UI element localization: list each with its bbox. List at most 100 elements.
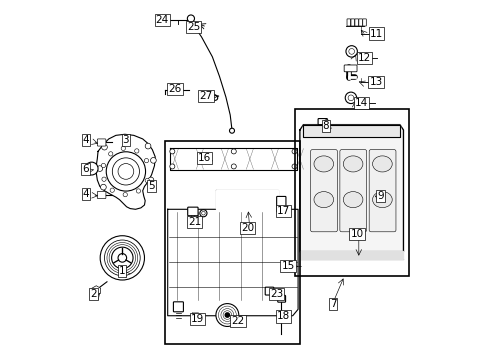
Circle shape [324, 120, 328, 125]
Circle shape [225, 313, 229, 317]
Text: 1: 1 [119, 266, 125, 276]
Text: 25: 25 [187, 22, 200, 32]
Bar [165, 141, 300, 344]
Circle shape [148, 177, 153, 183]
Circle shape [102, 177, 106, 181]
Circle shape [101, 184, 106, 190]
Circle shape [187, 15, 194, 22]
Text: 24: 24 [155, 15, 169, 25]
Text: 5: 5 [148, 181, 155, 192]
FancyBboxPatch shape [276, 197, 285, 212]
Circle shape [118, 253, 126, 262]
FancyBboxPatch shape [317, 118, 326, 125]
Circle shape [231, 149, 236, 154]
Text: 6: 6 [82, 163, 89, 174]
FancyBboxPatch shape [97, 139, 106, 146]
Circle shape [229, 128, 234, 133]
Circle shape [110, 188, 114, 192]
FancyBboxPatch shape [97, 192, 106, 199]
FancyBboxPatch shape [358, 19, 362, 26]
FancyBboxPatch shape [173, 302, 183, 312]
Polygon shape [216, 190, 278, 208]
Text: 19: 19 [190, 314, 203, 324]
Circle shape [101, 163, 105, 168]
FancyBboxPatch shape [187, 207, 198, 216]
Circle shape [108, 152, 113, 156]
Circle shape [291, 164, 296, 169]
Circle shape [106, 152, 145, 191]
FancyBboxPatch shape [339, 150, 366, 232]
Circle shape [218, 306, 236, 324]
FancyBboxPatch shape [310, 150, 337, 232]
Circle shape [118, 163, 134, 179]
Text: 16: 16 [198, 153, 211, 163]
Circle shape [221, 309, 233, 321]
Ellipse shape [372, 192, 391, 208]
Text: 17: 17 [277, 206, 290, 216]
FancyBboxPatch shape [277, 296, 285, 302]
Circle shape [109, 245, 135, 271]
Circle shape [85, 162, 98, 175]
Circle shape [123, 193, 127, 197]
Text: 12: 12 [357, 53, 370, 63]
Text: 3: 3 [122, 135, 129, 145]
Circle shape [212, 95, 217, 100]
Polygon shape [303, 125, 399, 137]
Ellipse shape [313, 192, 333, 208]
Polygon shape [170, 148, 297, 170]
Polygon shape [96, 134, 155, 209]
Circle shape [136, 189, 141, 193]
FancyBboxPatch shape [344, 65, 356, 72]
FancyBboxPatch shape [362, 19, 366, 26]
Circle shape [97, 166, 102, 171]
Circle shape [348, 49, 354, 54]
Text: 2: 2 [90, 289, 97, 299]
Text: 27: 27 [199, 91, 212, 101]
Text: 11: 11 [369, 28, 383, 39]
Text: 26: 26 [168, 84, 181, 94]
Circle shape [231, 164, 236, 169]
Text: 13: 13 [368, 77, 382, 87]
Circle shape [345, 92, 356, 104]
Circle shape [134, 149, 139, 153]
Text: 4: 4 [82, 189, 89, 199]
Circle shape [121, 146, 125, 150]
Circle shape [144, 158, 148, 163]
Circle shape [200, 210, 206, 217]
Text: 4: 4 [82, 135, 89, 145]
Circle shape [169, 149, 175, 154]
Circle shape [291, 149, 296, 154]
Text: 21: 21 [187, 217, 201, 227]
Text: 22: 22 [231, 316, 244, 326]
Ellipse shape [313, 156, 333, 172]
Text: 10: 10 [350, 229, 363, 239]
Text: 18: 18 [277, 311, 290, 321]
Text: 14: 14 [354, 98, 367, 108]
Ellipse shape [343, 192, 362, 208]
Circle shape [145, 143, 151, 149]
Text: 7: 7 [329, 299, 336, 309]
Text: 8: 8 [322, 121, 328, 131]
Circle shape [347, 95, 353, 101]
Circle shape [111, 247, 133, 269]
Circle shape [216, 303, 238, 327]
Circle shape [145, 178, 149, 183]
Circle shape [345, 46, 357, 57]
Text: 20: 20 [240, 223, 253, 233]
Circle shape [107, 243, 138, 273]
Circle shape [104, 240, 140, 276]
Circle shape [169, 164, 175, 169]
Ellipse shape [343, 156, 362, 172]
Bar [294, 109, 408, 276]
Circle shape [112, 158, 139, 185]
Circle shape [223, 311, 231, 319]
Text: 15: 15 [281, 261, 294, 271]
Ellipse shape [372, 156, 391, 172]
Text: 9: 9 [376, 191, 383, 201]
FancyBboxPatch shape [264, 287, 273, 295]
Circle shape [100, 236, 144, 280]
FancyBboxPatch shape [346, 19, 350, 26]
Polygon shape [299, 251, 403, 258]
Text: 23: 23 [269, 289, 283, 298]
Polygon shape [299, 125, 403, 257]
